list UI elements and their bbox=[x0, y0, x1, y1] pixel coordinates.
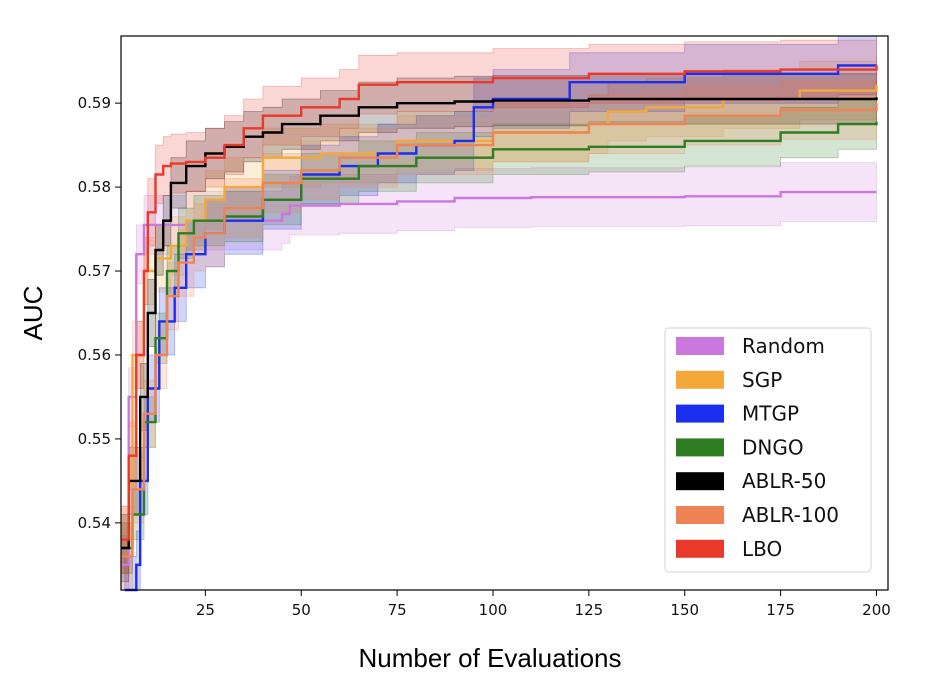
x-tick-label: 175 bbox=[766, 601, 795, 619]
y-tick-label: 0.54 bbox=[78, 514, 111, 532]
x-axis-title: Number of Evaluations bbox=[358, 643, 621, 673]
x-tick-label: 50 bbox=[292, 601, 311, 619]
legend-label-mtgp: MTGP bbox=[742, 402, 799, 426]
legend-swatch-dngo bbox=[676, 438, 724, 457]
legend: Random SGP MTGP DNGO ABLR-50 ABLR-100 LBO bbox=[664, 327, 872, 573]
sgp-band bbox=[120, 55, 877, 574]
lbo-line bbox=[121, 65, 878, 541]
ablr-100-line bbox=[121, 103, 878, 558]
legend-swatch-random bbox=[676, 337, 724, 355]
legend-items: Random SGP MTGP DNGO ABLR-50 ABLR-100 LBO bbox=[676, 334, 839, 561]
legend-swatch-lbo bbox=[676, 539, 724, 558]
x-axis-ticks: 25 50 75 100 125 150 175 200 bbox=[196, 590, 891, 619]
y-tick-label: 0.57 bbox=[78, 262, 111, 280]
y-tick-label: 0.56 bbox=[78, 346, 111, 364]
legend-label-ablr-50: ABLR-50 bbox=[742, 469, 826, 493]
random-line bbox=[121, 190, 877, 566]
y-tick-label: 0.58 bbox=[78, 178, 111, 196]
y-tick-label: 0.55 bbox=[78, 430, 111, 448]
dngo-band bbox=[120, 96, 877, 574]
x-tick-label: 125 bbox=[575, 601, 604, 619]
random-band bbox=[120, 162, 877, 591]
legend-label-sgp: SGP bbox=[742, 368, 782, 392]
ablr-100-band bbox=[120, 73, 877, 591]
y-axis-title: AUC bbox=[18, 286, 48, 341]
legend-swatch-ablr-50 bbox=[676, 472, 724, 491]
x-tick-label: 200 bbox=[862, 601, 891, 619]
x-tick-label: 100 bbox=[479, 601, 508, 619]
x-tick-label: 150 bbox=[670, 601, 699, 619]
legend-label-lbo: LBO bbox=[742, 537, 782, 561]
legend-label-random: Random bbox=[742, 334, 825, 358]
x-tick-label: 75 bbox=[388, 601, 407, 619]
y-tick-label: 0.59 bbox=[78, 94, 111, 112]
legend-swatch-mtgp bbox=[676, 404, 724, 423]
legend-label-dngo: DNGO bbox=[742, 435, 804, 459]
series-lines bbox=[121, 64, 878, 592]
x-tick-label: 25 bbox=[196, 601, 215, 619]
legend-swatch-ablr-100 bbox=[676, 506, 724, 524]
legend-swatch-sgp bbox=[676, 370, 724, 389]
legend-label-ablr-100: ABLR-100 bbox=[742, 503, 839, 527]
y-axis-ticks: 0.54 0.55 0.56 0.57 0.58 0.59 bbox=[78, 94, 121, 532]
plot-frame bbox=[120, 35, 889, 591]
